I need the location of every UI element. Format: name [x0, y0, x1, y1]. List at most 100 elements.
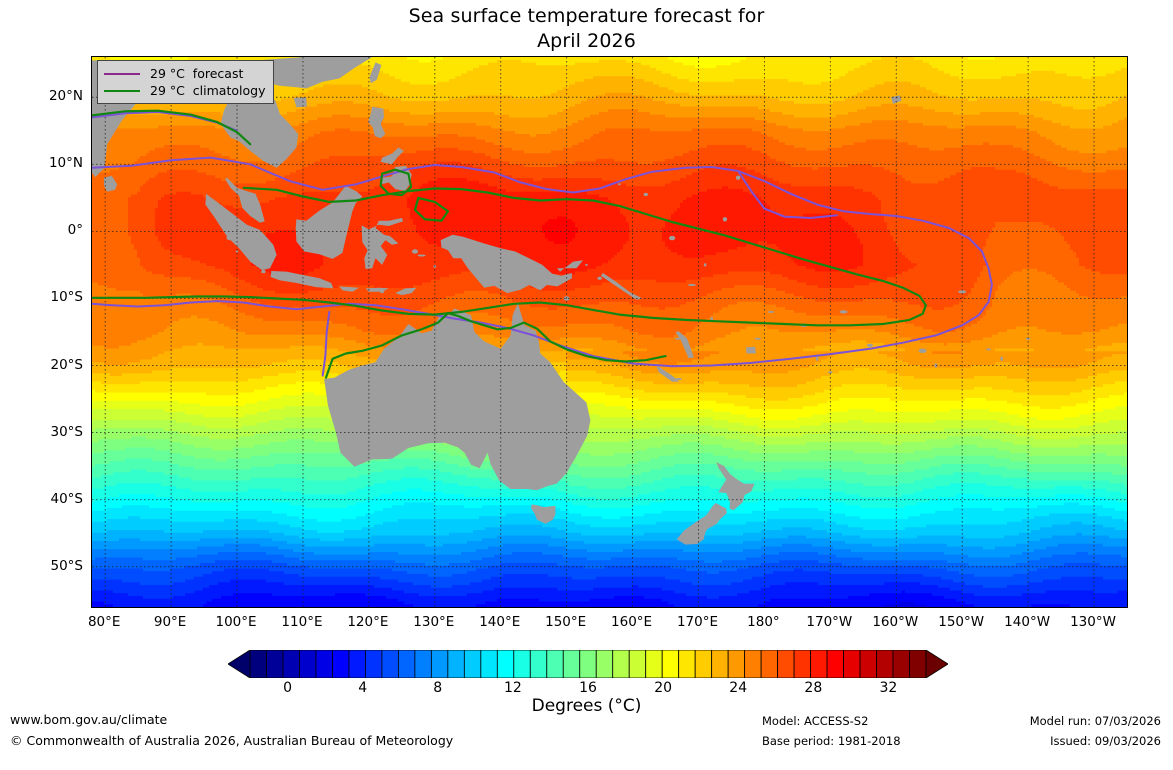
isotherm-contours — [92, 109, 993, 379]
island-marker — [379, 288, 385, 294]
colorbar-swatch-35 — [826, 650, 844, 678]
island-marker — [674, 337, 683, 340]
lat-tick-40°S: 40°S — [50, 490, 84, 507]
lon-tick-180°: 180° — [747, 614, 780, 630]
island-marker — [703, 263, 707, 267]
island-marker — [754, 337, 761, 340]
colorbar-swatch-39 — [892, 650, 910, 678]
lon-tick-160°E: 160°E — [611, 614, 653, 630]
land-sumatra — [205, 193, 277, 271]
island-marker — [866, 343, 874, 347]
colorbar-swatch-7 — [365, 650, 383, 678]
lon-tick-100°E: 100°E — [215, 614, 257, 630]
lon-tick-170°E: 170°E — [676, 614, 719, 630]
lon-tick-170°W: 170°W — [806, 614, 853, 630]
contour-clim-north-australia — [324, 312, 667, 379]
legend-item-climatology: 29 °C climatology — [104, 82, 265, 99]
island-marker — [675, 378, 682, 380]
colorbar-tick-4: 4 — [358, 680, 368, 696]
island-marker — [722, 217, 728, 222]
lon-tick-110°E: 110°E — [281, 614, 323, 630]
colorbar-tick-20: 20 — [654, 680, 673, 696]
land-nz-south — [676, 503, 727, 545]
colorbar-swatch-20 — [579, 650, 597, 678]
colorbar-swatch-12 — [447, 650, 465, 678]
lon-tick-160°W: 160°W — [872, 614, 919, 630]
colorbar-tick-8: 8 — [433, 680, 443, 696]
legend-line-forecast — [104, 72, 140, 75]
island-marker — [643, 192, 648, 197]
island-marker — [235, 250, 239, 253]
island-marker — [585, 263, 588, 266]
colorbar-swatch-8 — [381, 650, 399, 678]
contour-forecast-29c — [92, 156, 993, 368]
colorbar-swatch-38 — [876, 650, 894, 678]
island-marker — [261, 270, 266, 274]
colorbar-swatch-10 — [414, 650, 432, 678]
colorbar-swatch-32 — [777, 650, 795, 678]
colorbar-swatch-37 — [859, 650, 877, 678]
colorbar-swatch-18 — [546, 650, 564, 678]
legend-label-climatology: 29 °C climatology — [150, 83, 266, 98]
island-marker — [735, 175, 741, 180]
land-hainan — [293, 97, 307, 108]
sst-map-plot — [91, 56, 1128, 608]
contour-legend: 29 °C forecast 29 °C climatology — [97, 60, 275, 104]
legend-label-forecast: 29 °C forecast — [150, 66, 244, 81]
land-java — [270, 271, 334, 289]
colorbar-swatch-1 — [266, 650, 284, 678]
lat-tick-10°N: 10°N — [48, 155, 83, 172]
land-borneo — [295, 185, 363, 259]
colorbar: 0 4 8 12 16 20 24 28 32 — [228, 650, 948, 696]
island-marker — [597, 276, 602, 280]
colorbar-swatch-11 — [430, 650, 449, 678]
island-marker — [958, 290, 967, 294]
colorbar-tick-32: 32 — [879, 680, 898, 696]
colorbar-swatch-31 — [760, 650, 779, 678]
footer-issued: Issued: 09/03/2026 — [1050, 734, 1161, 748]
colorbar-swatch-15 — [496, 650, 515, 678]
land-timor — [395, 287, 417, 296]
land-taiwan — [369, 62, 382, 84]
island-marker — [669, 235, 676, 241]
colorbar-swatch-4 — [315, 650, 333, 678]
colorbar-tick-28: 28 — [804, 680, 823, 696]
contour-forecast-notch — [737, 170, 838, 219]
colorbar-swatch-23 — [628, 650, 647, 678]
lon-tick-140°W: 140°W — [1004, 614, 1051, 630]
lon-tick-130°W: 130°W — [1070, 614, 1116, 630]
colorbar-tick-24: 24 — [729, 680, 748, 696]
colorbar-swatch-6 — [348, 650, 366, 678]
footer-model: Model: ACCESS-S2 — [762, 714, 869, 728]
island-marker — [618, 183, 621, 186]
colorbar-swatch-25 — [661, 650, 680, 678]
land-fiji — [746, 346, 756, 354]
colorbar-swatch-27 — [694, 650, 713, 678]
land-malaypen — [225, 177, 265, 223]
footer-model-info: Model: ACCESS-S2 Base period: 1981-2018 — [762, 711, 901, 751]
colorbar-tick-12: 12 — [503, 680, 522, 696]
colorbar-tick-16: 16 — [579, 680, 597, 696]
island-marker — [918, 348, 927, 353]
title-line-2: April 2026 — [537, 30, 636, 52]
lat-tick-50°S: 50°S — [50, 557, 84, 574]
colorbar-swatch-21 — [595, 650, 614, 678]
colorbar-swatch-30 — [744, 650, 762, 678]
land-newcaledonia — [656, 366, 680, 382]
colorbar-axis-label: Degrees (°C) — [531, 696, 642, 716]
land-tasmania — [531, 504, 556, 524]
colorbar-swatches — [228, 650, 948, 678]
colorbar-swatch-24 — [645, 650, 663, 678]
footer-copyright: © Commonwealth of Australia 2026, Austra… — [10, 733, 454, 748]
title-line-1: Sea surface temperature forecast for — [408, 5, 765, 27]
footer-run-info: Model run: 07/03/2026 Issued: 09/03/2026 — [1030, 711, 1161, 751]
colorbar-swatch-14 — [480, 650, 498, 678]
footer-base-period: Base period: 1981-2018 — [762, 734, 901, 748]
colorbar-over-arrow — [925, 650, 948, 678]
footer-left: www.bom.gov.au/climate © Commonwealth of… — [10, 709, 453, 751]
land-australia — [324, 303, 591, 491]
lat-tick-20°N: 20°N — [48, 88, 83, 105]
footer-website[interactable]: www.bom.gov.au/climate — [10, 712, 168, 727]
legend-line-climatology — [104, 89, 140, 92]
lat-tick-30°S: 30°S — [50, 423, 84, 440]
